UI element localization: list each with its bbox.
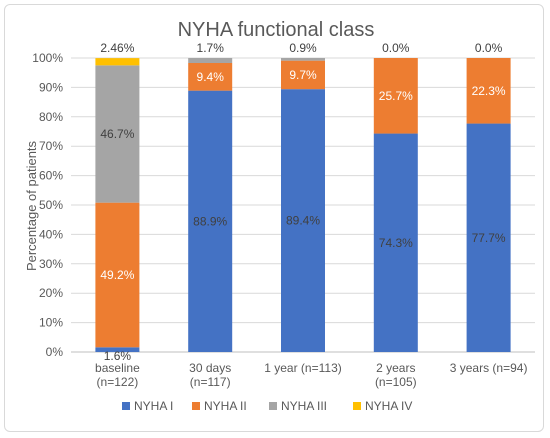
- y-tick-label: 70%: [39, 139, 63, 153]
- y-tick-label: 60%: [39, 169, 63, 183]
- data-label: 74.3%: [379, 236, 413, 250]
- y-tick-label: 90%: [39, 80, 63, 94]
- data-label: 1.6%: [104, 349, 132, 363]
- legend-swatch-nyha-iii: [269, 402, 277, 410]
- y-tick-label: 20%: [39, 286, 63, 300]
- bar-segment-nyha-iii: [95, 65, 140, 203]
- bar-segment-nyha-ii: [466, 58, 511, 124]
- y-tick-label: 0%: [46, 345, 64, 359]
- data-label: 9.7%: [289, 68, 317, 82]
- data-label: 1.7%: [197, 41, 225, 55]
- legend: NYHA I NYHA II NYHA III NYHA IV: [122, 399, 412, 413]
- chart-title: NYHA functional class: [178, 19, 375, 41]
- bar-segment-nyha-i: [95, 347, 140, 352]
- data-labels: 1.6% 49.2% 46.7% 2.46% 88.9% 9.4% 1.7% 89.4% 9.7…: [100, 41, 506, 363]
- bars: [95, 58, 511, 352]
- bar-segment-nyha-i: [281, 89, 325, 352]
- legend-label: NYHA I: [134, 399, 173, 413]
- x-axis-category-labels: baseline(n=122) 30 days(n=117) 1 year (n=1…: [95, 361, 527, 389]
- y-tick-label: 50%: [39, 198, 63, 212]
- bar-segment-nyha-ii: [281, 60, 325, 90]
- data-label: 2.46%: [100, 41, 134, 55]
- x-category-label: (n=117): [190, 375, 231, 389]
- bar-segment-nyha-iii: [281, 58, 325, 61]
- data-label: 22.3%: [472, 84, 506, 98]
- data-label: 0.0%: [382, 41, 410, 55]
- y-tick-label: 40%: [39, 227, 63, 241]
- data-label: 25.7%: [379, 89, 413, 103]
- bar-segment-nyha-i: [188, 90, 233, 352]
- bar-segment-nyha-ii: [95, 202, 140, 348]
- data-label: 89.4%: [286, 214, 320, 228]
- chart-svg: NYHA functional class 0% 10% 20% 30% 40% 50% 6…: [24, 19, 535, 413]
- bar-segment-nyha-ii: [373, 58, 418, 134]
- legend-label: NYHA IV: [365, 399, 412, 413]
- data-label: 0.0%: [475, 41, 503, 55]
- y-tick-label: 30%: [39, 257, 63, 271]
- x-category-label: 2 years: [376, 361, 415, 375]
- x-category-label: 30 days: [189, 361, 231, 375]
- x-category-label: 1 year (n=113): [264, 361, 342, 375]
- x-category-label: (n=105): [375, 375, 417, 389]
- legend-label: NYHA II: [204, 399, 247, 413]
- legend-swatch-nyha-ii: [192, 402, 200, 410]
- bar-segment-nyha-iii: [188, 58, 233, 63]
- legend-label: NYHA III: [281, 399, 327, 413]
- legend-swatch-nyha-iv: [353, 402, 361, 410]
- data-label: 9.4%: [197, 70, 225, 84]
- data-label: 46.7%: [100, 127, 134, 141]
- x-category-label: 3 years (n=94): [450, 361, 528, 375]
- y-axis-tick-labels: 0% 10% 20% 30% 40% 50% 60% 70% 80% 90% 100%: [32, 51, 63, 359]
- y-axis-title: Percentage of patients: [24, 140, 39, 271]
- y-tick-label: 10%: [39, 316, 63, 330]
- legend-swatch-nyha-i: [122, 402, 130, 410]
- y-tick-label: 100%: [32, 51, 63, 65]
- x-category-label: baseline: [95, 361, 140, 375]
- bar-segment-nyha-i: [466, 123, 511, 352]
- x-category-label: (n=122): [97, 375, 139, 389]
- data-label: 0.9%: [289, 41, 317, 55]
- data-label: 88.9%: [193, 214, 227, 228]
- bar-segment-nyha-i: [373, 133, 418, 352]
- y-tick-label: 80%: [39, 110, 63, 124]
- data-label: 49.2%: [100, 268, 134, 282]
- data-label: 77.7%: [472, 231, 506, 245]
- chart-frame: NYHA functional class 0% 10% 20% 30% 40% 50% 6…: [4, 4, 544, 432]
- bar-segment-nyha-ii: [188, 62, 233, 91]
- bar-segment-nyha-iv: [95, 58, 140, 66]
